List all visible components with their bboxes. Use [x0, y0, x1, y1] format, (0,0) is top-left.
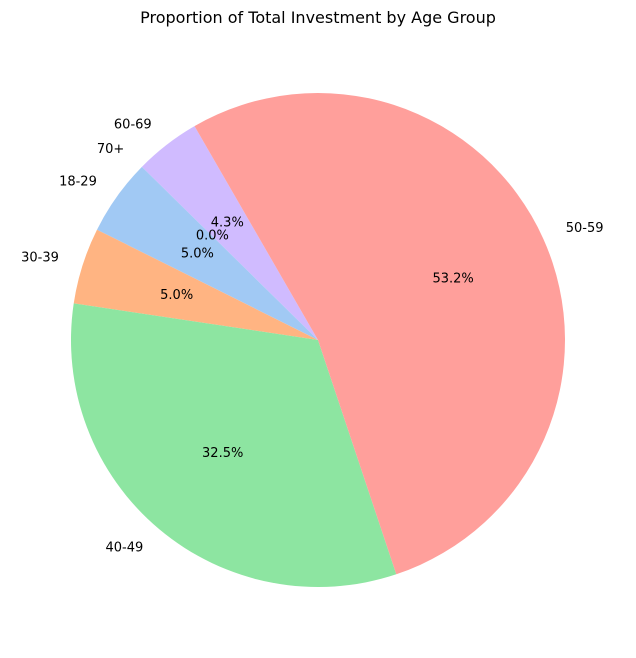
chart-title: Proportion of Total Investment by Age Gr… — [140, 8, 496, 27]
slice-pct-30-39: 5.0% — [160, 288, 193, 303]
pie-slice-18-29 — [96, 166, 318, 340]
slice-label-40-49: 40-49 — [106, 541, 144, 556]
pie-slice-60-69 — [141, 126, 318, 340]
pie-labels: 60-69 4.3% 70+ 0.0% 18-29 5.0% 30-39 5.0% 40-49 3… — [21, 118, 603, 556]
slice-pct-50-59: 53.2% — [432, 272, 473, 287]
slice-pct-70-: 0.0% — [196, 229, 229, 244]
slice-label-50-59: 50-59 — [566, 221, 604, 236]
slice-pct-60-69: 4.3% — [211, 215, 244, 230]
slice-label-60-69: 60-69 — [114, 118, 152, 133]
pie-slices — [71, 93, 565, 587]
slice-pct-18-29: 5.0% — [181, 246, 214, 261]
pie-slice-40-49 — [71, 303, 397, 587]
slice-label-18-29: 18-29 — [59, 175, 97, 190]
slice-label-30-39: 30-39 — [21, 251, 59, 266]
slice-pct-40-49: 32.5% — [202, 446, 243, 461]
pie-slice-50-59 — [194, 93, 565, 575]
pie-slice-30-39 — [73, 229, 319, 340]
slice-label-70-: 70+ — [97, 142, 124, 157]
